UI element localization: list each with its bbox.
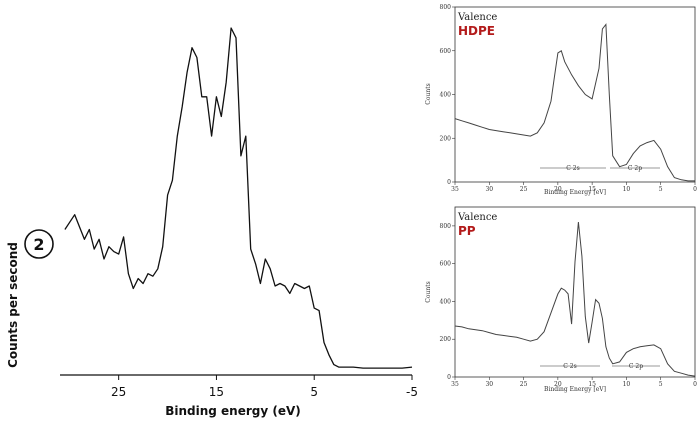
inset-pp-x-tick-label: 20 [554, 381, 562, 388]
main-marker-text: 2 [33, 235, 44, 254]
inset-hdpe-y-tick-label: 400 [440, 92, 452, 99]
inset-hdpe-y-tick-label: 0 [447, 179, 451, 186]
inset-pp-ticks: 35 30 25 20 15 10 5 0 0 200 400 600 800 [440, 223, 698, 388]
inset-hdpe-x-tick-label: 10 [623, 186, 631, 193]
main-x-tick-label: 5 [310, 385, 318, 399]
main-chart: 2 Counts per second 25 15 5 -5 Binding ener… [6, 27, 418, 418]
inset-pp-y-tick-label: 400 [440, 298, 452, 305]
inset-pp-y-tick-label: 600 [440, 261, 452, 268]
main-marker: 2 [24, 229, 54, 259]
inset-hdpe-x-tick-label: 20 [554, 186, 562, 193]
inset-pp-c2s-label: C 2s [563, 363, 576, 370]
main-x-axis-label: Binding energy (eV) [165, 404, 301, 418]
inset-hdpe-c2s-label: C 2s [566, 165, 579, 172]
inset-pp-y-tick-label: 0 [447, 374, 451, 381]
inset-pp-x-tick-label: 25 [520, 381, 528, 388]
inset-hdpe-name: HDPE [458, 24, 495, 38]
inset-pp-frame [454, 206, 696, 378]
inset-hdpe-x-label: Binding Energy [eV] [544, 189, 606, 196]
main-x-tick-label: 15 [209, 385, 224, 399]
inset-hdpe-y-label: Counts [425, 83, 432, 104]
inset-pp-x-tick-label: 5 [659, 381, 663, 388]
inset-pp-x-tick-label: 15 [588, 381, 596, 388]
inset-hdpe-y-tick-label: 200 [440, 135, 452, 142]
inset-hdpe-ticks: 35 30 25 20 15 10 5 0 0 200 400 600 800 [440, 4, 698, 193]
inset-hdpe-y-tick-label: 600 [440, 48, 452, 55]
inset-hdpe-annotations: C 2s C 2p [540, 165, 660, 172]
inset-pp-y-tick-label: 200 [440, 336, 452, 343]
inset-pp-x-tick-label: 30 [485, 381, 493, 388]
inset-hdpe-title: Valence [457, 12, 497, 23]
inset-hdpe-x-tick-label: 35 [451, 186, 459, 193]
inset-pp-x-label: Binding Energy [eV] [544, 386, 606, 393]
inset-pp-x-tick-label: 0 [693, 381, 697, 388]
inset-pp-y-label: Counts [425, 281, 432, 302]
inset-hdpe-chart: Valence HDPE Counts Binding Energy [eV] … [425, 4, 697, 196]
inset-pp-x-tick-label: 35 [451, 381, 459, 388]
inset-hdpe-x-tick-label: 5 [659, 186, 663, 193]
inset-pp-annotations: C 2s C 2p [540, 363, 660, 370]
inset-hdpe-x-tick-label: 25 [520, 186, 528, 193]
inset-hdpe-x-tick-label: 0 [693, 186, 697, 193]
main-x-tick-label: -5 [406, 385, 418, 399]
inset-hdpe-y-tick-label: 800 [440, 4, 452, 11]
inset-hdpe-c2p-label: C 2p [628, 165, 642, 172]
inset-pp-name: PP [458, 224, 476, 238]
inset-pp-x-tick-label: 10 [623, 381, 631, 388]
main-y-axis-label: Counts per second [6, 242, 20, 368]
inset-pp-title: Valence [457, 212, 497, 223]
inset-hdpe-series-line [454, 23, 695, 182]
inset-pp-y-tick-label: 800 [440, 223, 452, 230]
inset-pp-c2p-label: C 2p [629, 363, 643, 370]
main-marker-circle [24, 229, 54, 259]
inset-pp-series-line [454, 222, 696, 377]
inset-pp-chart: Valence PP Counts Binding Energy [eV] 35… [425, 206, 698, 393]
inset-hdpe-x-tick-label: 15 [588, 186, 596, 193]
main-series-line [64, 27, 413, 369]
inset-hdpe-x-tick-label: 30 [485, 186, 493, 193]
main-x-tick-label: 25 [111, 385, 126, 399]
main-x-ticks: 25 15 5 -5 [111, 375, 418, 399]
